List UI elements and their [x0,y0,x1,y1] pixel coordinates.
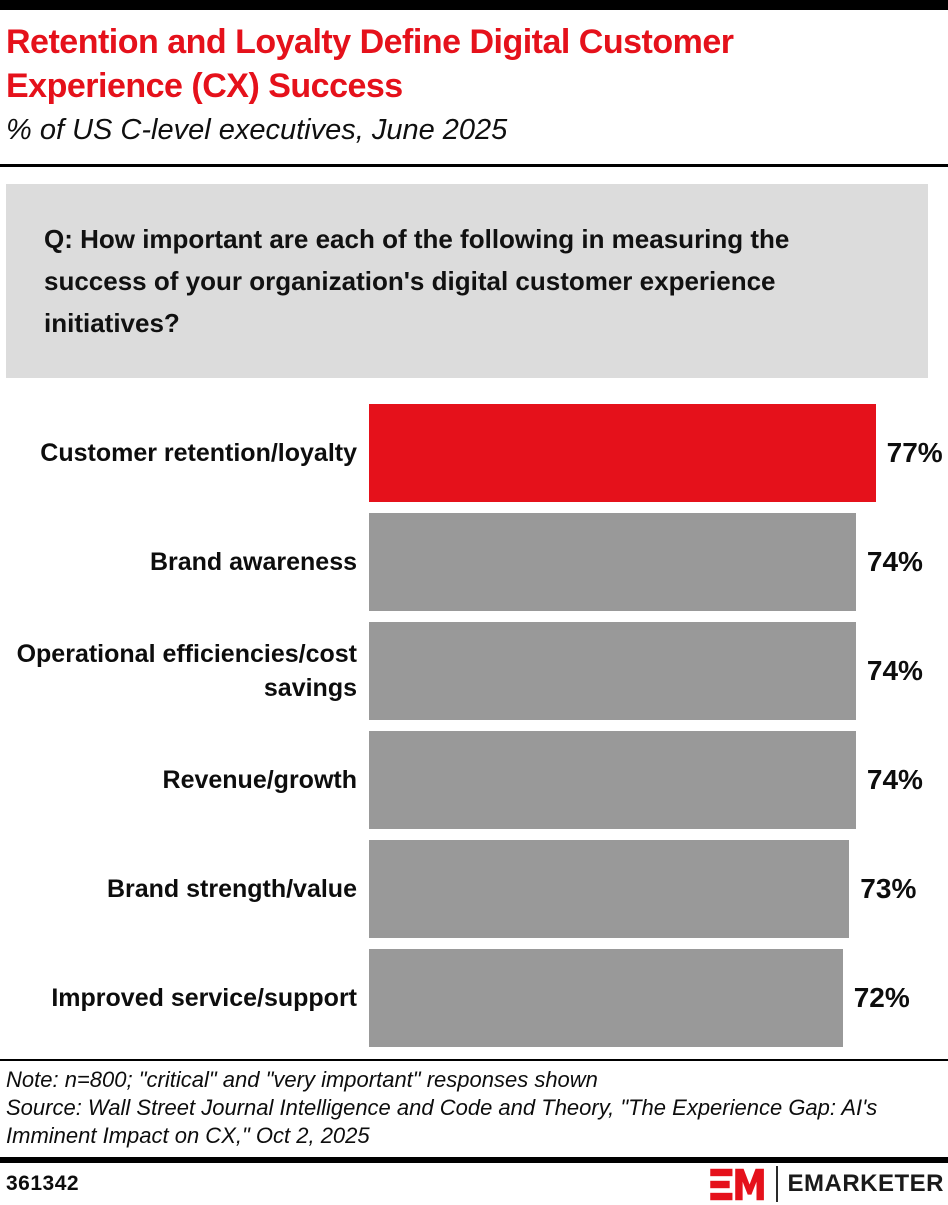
bar-value-label: 73% [860,873,917,904]
em-logo-icon [710,1168,765,1200]
bar-value-label: 72% [853,982,910,1013]
bar-track: 72% [369,949,948,1047]
logo-divider [776,1166,779,1202]
note-text: Note: n=800; "critical" and "very import… [6,1067,598,1092]
chart-subtitle: % of US C-level executives, June 2025 [6,114,508,146]
bar-track: 77% [369,404,948,502]
footer-divider [0,1157,948,1163]
bar-category-label: Brand strength/value [106,875,357,903]
question-box: Q: How important are each of the followi… [6,184,928,378]
bar-value-label: 77% [886,437,943,468]
bar-track: 74% [369,513,948,611]
bar-value-label: 74% [866,546,923,577]
header-divider [0,164,948,167]
bar-row: Revenue/growth 74% [0,731,948,829]
bar-category-label: Operational efficiencies/cost savings [16,640,357,702]
bar-category-label: Customer retention/loyalty [40,439,357,467]
bar [369,622,856,720]
bar-row: Operational efficiencies/cost savings 74… [0,622,948,720]
bar-category-label: Revenue/growth [162,766,357,794]
bar-chart: Customer retention/loyalty 77% Brand awa… [0,404,948,1047]
bar [369,949,843,1047]
top-black-bar [0,0,948,10]
bar-row: Brand strength/value 73% [0,840,948,938]
header: Retention and Loyalty Define Digital Cus… [0,10,948,149]
bar [369,840,850,938]
notes-divider [0,1059,948,1061]
bar [369,513,856,611]
bar-value-label: 74% [866,655,923,686]
bar [369,731,856,829]
bar-track: 74% [369,731,948,829]
bar-track: 74% [369,622,948,720]
bar-row: Brand awareness 74% [0,513,948,611]
chart-title: Retention and Loyalty Define Digital Cus… [6,23,734,105]
survey-question: Q: How important are each of the followi… [44,224,790,338]
bar-row: Improved service/support 72% [0,949,948,1047]
bar-track: 73% [369,840,948,938]
bar-value-label: 74% [866,764,923,795]
bar-category-label: Improved service/support [51,984,357,1012]
brand-name: EMARKETER [787,1170,944,1197]
chart-id: 361342 [6,1172,80,1195]
footer: 361342 EMARKETER [0,1163,948,1205]
bar-row: Customer retention/loyalty 77% [0,404,948,502]
notes-block: Note: n=800; "critical" and "very import… [0,1061,948,1150]
bar-category-label: Brand awareness [149,548,357,576]
bar [369,404,876,502]
source-text: Source: Wall Street Journal Intelligence… [6,1095,878,1148]
emarketer-logo: EMARKETER [709,1166,944,1203]
